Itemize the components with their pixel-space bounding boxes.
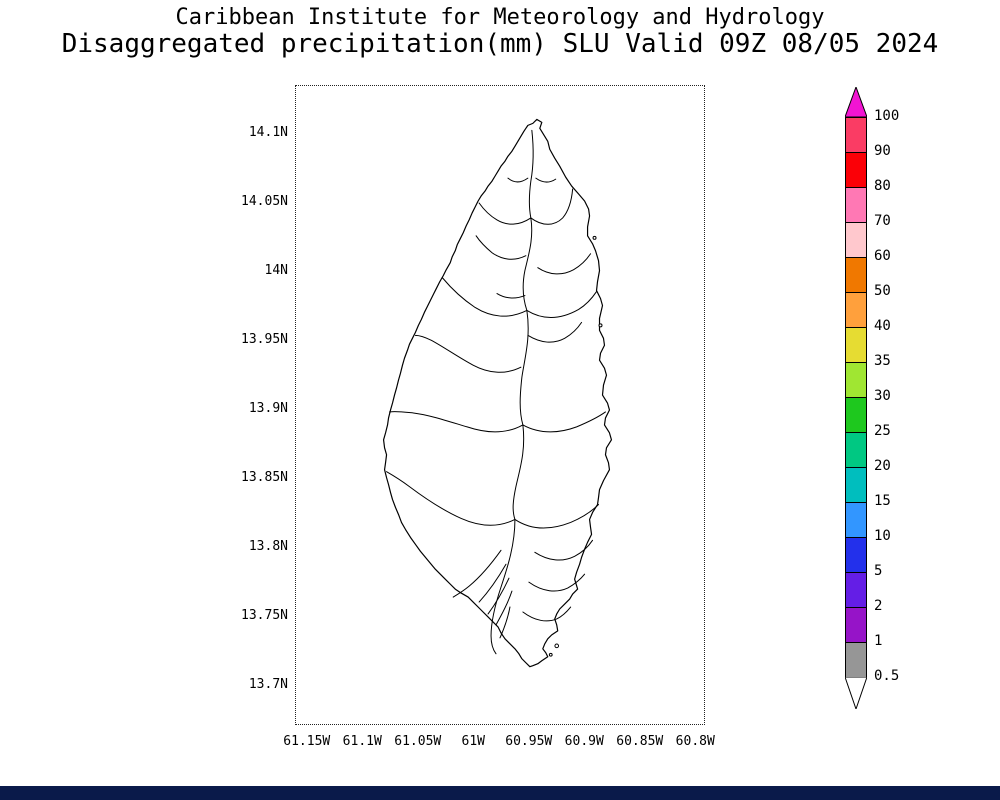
colorbar-segment [845,152,867,188]
colorbar-tick-label: 30 [874,388,891,404]
colorbar [845,87,867,709]
colorbar-tick-label: 50 [874,283,891,299]
colorbar-segment [845,537,867,573]
coastline [382,118,613,668]
colorbar-tick-label: 5 [874,563,883,579]
colorbar-tick-label: 10 [874,528,891,544]
lat-label: 13.8N [248,539,288,554]
lat-label: 14.05N [241,194,288,209]
offshore-islets [548,235,603,657]
colorbar-tick-label: 100 [874,108,900,124]
lat-label: 13.95N [241,332,288,347]
colorbar-tick-label: 2 [874,598,883,614]
page-title-product: Disaggregated precipitation(mm) SLU Vali… [61,29,939,59]
longitude-axis: 61.15W 61.1W 61.05W 61W 60.95W 60.9W 60.… [279,734,723,749]
colorbar-segment [845,117,867,153]
colorbar-tick-label: 80 [874,178,891,194]
lon-label: 60.8W [675,734,715,749]
colorbar-arrow-down-icon [845,677,867,709]
colorbar-tick-label: 70 [874,213,891,229]
lat-label: 14N [264,263,288,278]
lat-label: 13.7N [248,677,288,692]
lon-label: 60.95W [505,734,553,749]
island-map [382,118,613,668]
colorbar-tick-label: 15 [874,493,891,509]
colorbar-tick-label: 1 [874,633,883,649]
colorbar-segment [845,362,867,398]
colorbar-segment [845,397,867,433]
lon-label: 61.15W [283,734,331,749]
lat-label: 13.75N [241,608,288,623]
lon-label: 61W [461,734,485,749]
colorbar-segment [845,327,867,363]
colorbar-tick-label: 90 [874,143,891,159]
colorbar-segment [845,572,867,608]
colorbar-segment [845,257,867,293]
colorbar-segment [845,467,867,503]
lon-label: 60.9W [564,734,604,749]
colorbar-tick-label: 40 [874,318,891,334]
latitude-axis: 14.1N 14.05N 14N 13.95N 13.9N 13.85N 13.… [208,98,288,719]
lat-label: 14.1N [248,125,288,140]
page-title-institute: Caribbean Institute for Meteorology and … [175,5,825,30]
watershed-boundaries [386,129,606,655]
colorbar-segment [845,222,867,258]
colorbar-tick-label: 25 [874,423,891,439]
colorbar-labels: 100 90 80 70 60 50 40 35 30 25 20 15 10 … [874,99,899,694]
colorbar-segment [845,607,867,643]
colorbar-tick-label: 60 [874,248,891,264]
colorbar-segment [845,292,867,328]
colorbar-tick-label: 0.5 [874,668,900,684]
colorbar-segment [845,187,867,223]
lon-label: 60.85W [616,734,664,749]
colorbar-tick-label: 20 [874,458,891,474]
footer-bar [0,786,1000,800]
colorbar-arrow-up-icon [845,87,867,117]
lat-label: 13.85N [241,470,288,485]
colorbar-segment [845,642,867,678]
colorbar-segment [845,432,867,468]
lon-label: 61.1W [342,734,382,749]
colorbar-segment [845,502,867,538]
lat-label: 13.9N [248,401,288,416]
plot-area [295,85,705,725]
colorbar-tick-label: 35 [874,353,891,369]
lon-label: 61.05W [394,734,442,749]
